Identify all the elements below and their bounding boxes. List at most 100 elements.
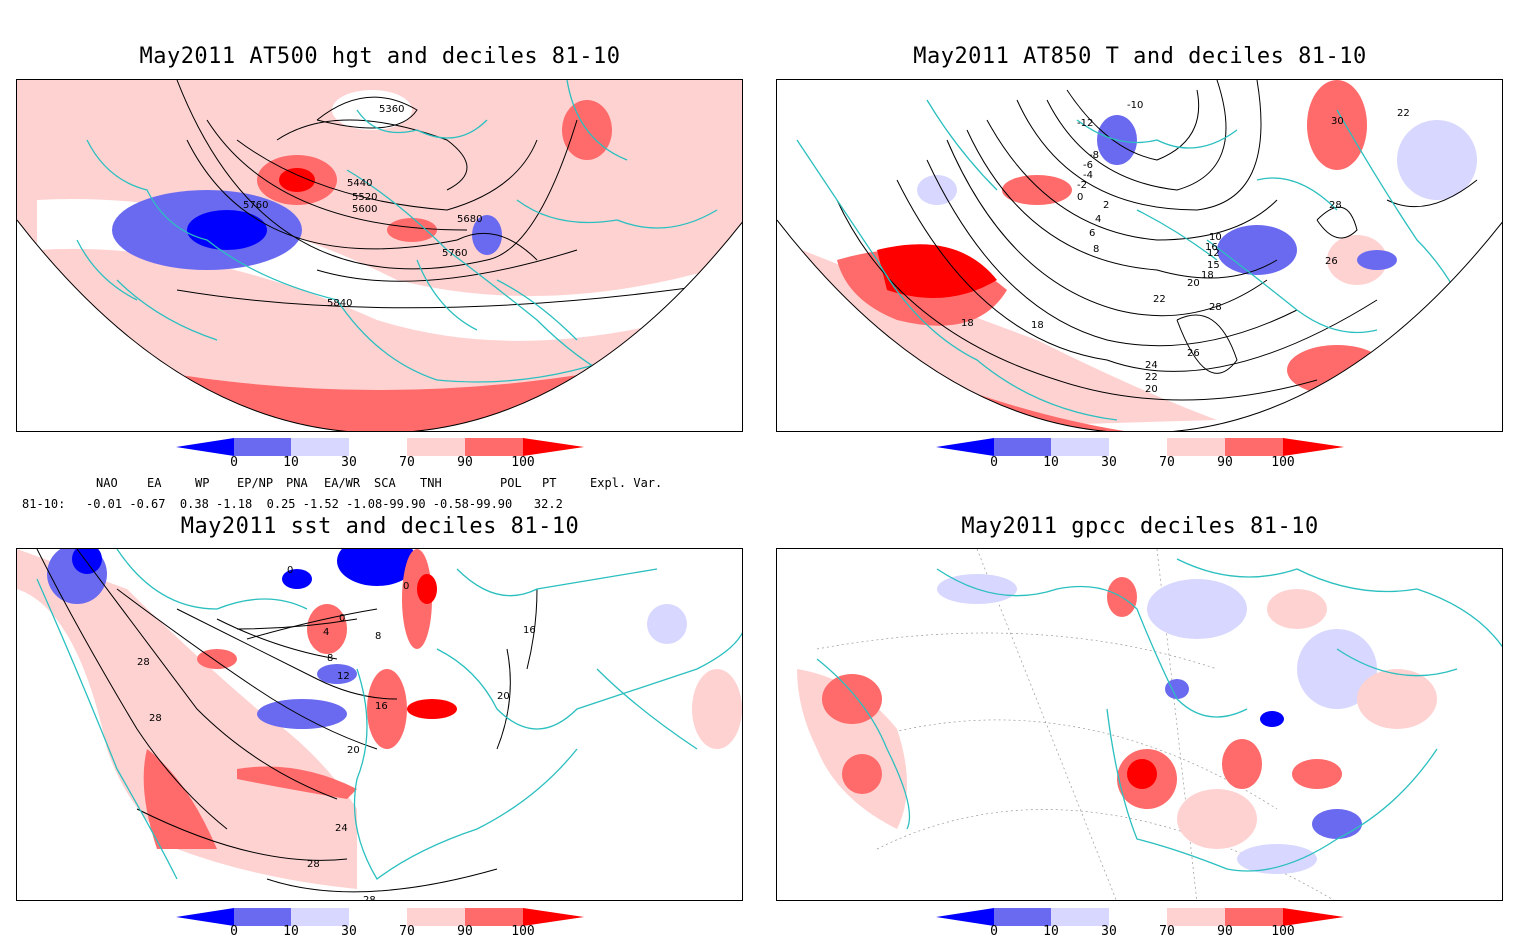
red-anomaly-2 <box>387 218 437 242</box>
colorbar-tick: 0 <box>230 455 238 470</box>
colorbar-tick: 70 <box>399 924 415 939</box>
panel-title-gpcc: May2011 gpcc deciles 81-10 <box>961 514 1319 539</box>
index-header-pna: PNA <box>286 476 308 490</box>
contour-label: 28 <box>149 713 162 724</box>
contour-label: 10 <box>1209 232 1222 243</box>
colorbar-tick: 90 <box>1217 455 1233 470</box>
contour-label: 0 <box>287 565 293 576</box>
contour-label: 5520 <box>352 192 377 203</box>
contour-label: 5760 <box>442 248 467 259</box>
contour-label: 16 <box>523 625 536 636</box>
colorbar-tick: 0 <box>230 924 238 939</box>
map-gpcc <box>777 549 1502 900</box>
colorbar-tick: 0 <box>990 455 998 470</box>
contour-label: 5440 <box>347 178 372 189</box>
contour-label: 20 <box>497 691 510 702</box>
contour-label: 30 <box>1331 116 1344 127</box>
index-header-tnh: TNH <box>420 476 442 490</box>
contour-label: 4 <box>1095 214 1101 225</box>
panel-title-t850: May2011 AT850 T and deciles 81-10 <box>913 44 1367 69</box>
colorbar-hgt500: 0 10 30 70 90 100 <box>176 438 586 470</box>
contour-labels: -12 -10 -8 -6 -4 -2 0 2 4 6 8 10 12 15 1… <box>961 100 1410 395</box>
map-boundary <box>777 219 1502 431</box>
temperature-contours <box>836 80 1478 401</box>
colorbar-tick: 100 <box>1271 455 1295 470</box>
colorbar-tick: 100 <box>1271 924 1295 939</box>
contour-label: 8 <box>1093 244 1099 255</box>
red-anomaly-2 <box>402 549 432 649</box>
colorbar-tick: 30 <box>341 924 357 939</box>
contour-label: 5840 <box>327 298 352 309</box>
map-boundary <box>17 219 742 431</box>
colorbar-sst: 0 10 30 70 90 100 <box>176 908 586 939</box>
map-sst: 0 0 0 4 8 8 12 16 16 20 20 24 28 28 28 2… <box>17 549 742 900</box>
panel-title-sst: May2011 sst and deciles 81-10 <box>180 514 580 539</box>
panel-title-hgt500: May2011 AT500 hgt and deciles 81-10 <box>139 44 621 69</box>
contour-label: 4 <box>323 627 329 638</box>
graticule <box>816 549 1335 900</box>
light-blue-speckle <box>937 574 1377 874</box>
colorbar-tick: 90 <box>457 924 473 939</box>
map-hgt500: 5360 5440 5520 5600 5680 5760 5760 5840 <box>17 80 742 431</box>
contour-label: 2 <box>1103 200 1109 211</box>
index-header-epnp: EP/NP <box>237 476 274 490</box>
colorbar-tick: 10 <box>1043 455 1059 470</box>
colorbar-tick: 10 <box>283 924 299 939</box>
contour-label: 20 <box>1187 278 1200 289</box>
contour-label: 28 <box>1329 200 1342 211</box>
colorbar-tick: 0 <box>990 924 998 939</box>
index-header-expl: Expl. Var. <box>590 476 663 490</box>
colorbar-tick: 30 <box>1101 924 1117 939</box>
colorbar-tick: 100 <box>511 924 535 939</box>
blue-anomaly <box>1217 225 1297 275</box>
colorbar-tick: 10 <box>283 455 299 470</box>
light-red-fill <box>17 549 357 889</box>
contour-label: -12 <box>1077 118 1093 129</box>
blue-anomaly-2 <box>1357 250 1397 270</box>
coastlines <box>76 80 718 383</box>
contour-label: 6 <box>1089 228 1095 239</box>
contour-label: 8 <box>327 653 333 664</box>
strong-blue-anomaly <box>337 549 417 586</box>
contour-label: 12 <box>337 671 350 682</box>
contour-label: -4 <box>1083 170 1093 181</box>
blue-anomaly-2 <box>472 215 502 255</box>
contour-label: 22 <box>1153 294 1166 305</box>
contour-label: 24 <box>335 823 348 834</box>
index-header-nao: NAO <box>96 476 118 490</box>
contour-label: -8 <box>1089 150 1099 161</box>
index-header-pol: POL <box>500 476 522 490</box>
contour-label: 5360 <box>379 104 404 115</box>
colorbar-tick: 30 <box>1101 455 1117 470</box>
contour-label: 28 <box>307 859 320 870</box>
contour-label: 0 <box>339 613 345 624</box>
light-blue-anomaly <box>1397 120 1477 200</box>
index-header-sca: SCA <box>374 476 396 490</box>
contour-label: -6 <box>1083 160 1093 171</box>
strong-blue-anomaly <box>187 210 267 250</box>
contour-label: 22 <box>1397 108 1410 119</box>
red-anomaly-3 <box>1002 175 1072 205</box>
colorbar-tick: 100 <box>511 455 535 470</box>
contour-label: 15 <box>1207 260 1220 271</box>
contour-label: 18 <box>1201 270 1214 281</box>
contour-labels: 0 0 0 4 8 8 12 16 16 20 20 24 28 28 28 2… <box>137 565 536 900</box>
colorbar-tick: 70 <box>399 455 415 470</box>
index-header-wp: WP <box>195 476 210 490</box>
index-header-ea: EA <box>147 476 162 490</box>
light-red-fill <box>797 669 907 829</box>
contour-label: 0 <box>1077 192 1083 203</box>
contour-label: 20 <box>347 745 360 756</box>
contour-label: 18 <box>1031 320 1044 331</box>
contour-label: 26 <box>1187 348 1200 359</box>
height-contours <box>176 80 742 309</box>
map-panel-hgt500: 5360 5440 5520 5600 5680 5760 5760 5840 <box>16 79 743 432</box>
contour-label: 28 <box>137 657 150 668</box>
strong-red-anomaly <box>877 244 997 298</box>
contour-label: 26 <box>1325 256 1338 267</box>
index-row-label: 81-10: <box>22 497 66 511</box>
contour-label: 18 <box>961 318 974 329</box>
colorbar-tick: 70 <box>1159 455 1175 470</box>
map-panel-t850: -12 -10 -8 -6 -4 -2 0 2 4 6 8 10 12 15 1… <box>776 79 1503 432</box>
sst-contours <box>36 549 538 893</box>
